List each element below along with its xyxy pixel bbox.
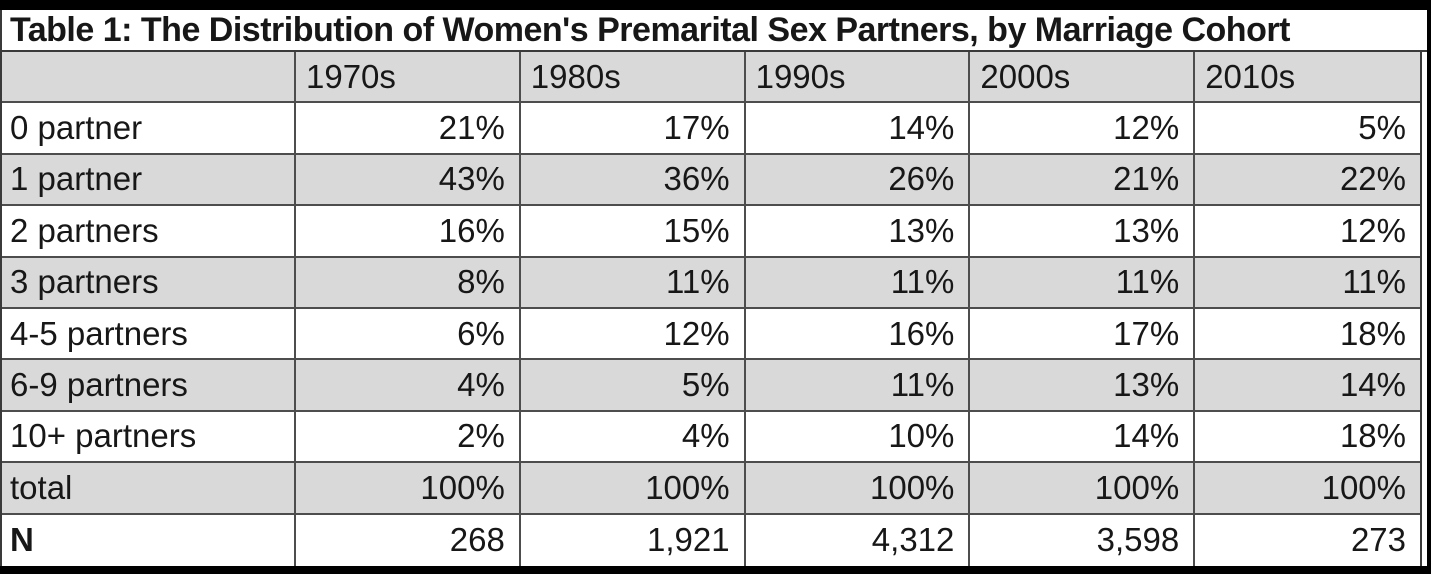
column-header-2010s: 2010s [1195,52,1420,104]
data-cell: 17% [970,309,1196,361]
data-cell: 100% [970,463,1196,515]
data-cell: 14% [745,103,971,155]
row-label: 10+ partners [2,411,296,464]
data-cell: 8% [296,257,521,309]
data-cell: 26% [745,154,971,207]
column-header-2000s: 2000s [970,52,1196,104]
data-cell: 100% [1195,463,1420,515]
data-cell: 268 [296,514,521,566]
table-title: Table 1: The Distribution of Women's Pre… [2,10,1427,52]
row-label: 3 partners [2,257,296,309]
column-header-1980s: 1980s [520,52,746,104]
data-cell: 13% [970,360,1196,412]
data-cell: 1,921 [520,514,746,566]
data-cell: 12% [1195,206,1420,258]
data-cell: 100% [296,463,521,515]
data-cell: 100% [745,463,971,515]
data-cell: 17% [520,103,746,155]
row-label: 2 partners [2,206,296,258]
row-label: 1 partner [2,154,296,207]
data-cell: 5% [520,360,746,412]
data-cell: 21% [296,103,521,155]
data-cell: 13% [970,206,1196,258]
column-header-1970s: 1970s [296,52,521,104]
data-cell: 11% [1195,257,1420,309]
data-cell: 22% [1195,154,1420,207]
column-header-1990s: 1990s [745,52,971,104]
data-cell: 21% [970,154,1196,207]
row-label: 0 partner [2,103,296,155]
data-cell: 3,598 [970,514,1196,566]
data-cell: 273 [1195,514,1420,566]
data-cell: 15% [520,206,746,258]
data-cell: 11% [520,257,746,309]
row-label: 6-9 partners [2,360,296,412]
row-label: N [2,514,296,566]
data-table: 1970s 1980s 1990s 2000s 2010s 0 partner 21% 17%… [2,52,1422,566]
data-cell: 14% [1195,360,1420,412]
data-cell: 18% [1195,309,1420,361]
data-cell: 10% [745,411,971,464]
data-cell: 4% [296,360,521,412]
data-cell: 11% [970,257,1196,309]
data-cell: 36% [520,154,746,207]
data-cell: 14% [970,411,1196,464]
data-cell: 12% [520,309,746,361]
data-cell: 100% [520,463,746,515]
data-cell: 11% [745,360,971,412]
data-cell: 4,312 [745,514,971,566]
data-cell: 5% [1195,103,1420,155]
data-cell: 16% [745,309,971,361]
data-cell: 11% [745,257,971,309]
data-cell: 12% [970,103,1196,155]
data-cell: 6% [296,309,521,361]
data-cell: 43% [296,154,521,207]
data-cell: 18% [1195,411,1420,464]
row-label: 4-5 partners [2,309,296,361]
data-cell: 4% [520,411,746,464]
data-cell: 16% [296,206,521,258]
row-label: total [2,463,296,515]
data-cell: 2% [296,411,521,464]
table-sheet: Table 1: The Distribution of Women's Pre… [0,10,1427,566]
corner-cell [2,52,296,104]
data-cell: 13% [745,206,971,258]
